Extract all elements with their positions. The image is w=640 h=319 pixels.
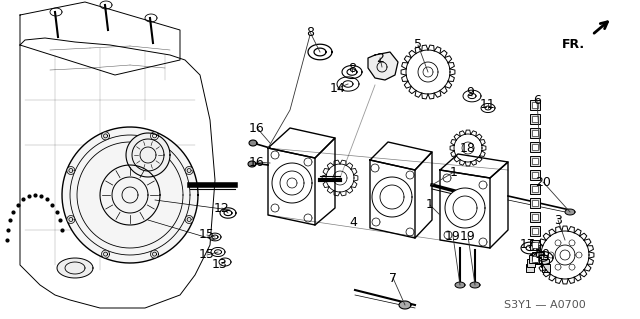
Text: 15: 15 [199, 249, 215, 262]
Polygon shape [211, 248, 225, 256]
Bar [530, 156, 540, 166]
Text: 3: 3 [554, 213, 562, 226]
Text: 17: 17 [520, 239, 536, 251]
Polygon shape [249, 140, 257, 146]
Polygon shape [565, 209, 575, 215]
Polygon shape [368, 52, 398, 80]
Text: 2: 2 [376, 51, 384, 64]
Polygon shape [248, 161, 256, 167]
Bar [530, 114, 540, 124]
Text: 20: 20 [535, 175, 551, 189]
Polygon shape [102, 250, 109, 258]
Text: 7: 7 [389, 271, 397, 285]
Polygon shape [308, 44, 332, 60]
Bar [532, 186, 538, 192]
Polygon shape [62, 127, 198, 263]
Polygon shape [399, 301, 411, 309]
Text: 16: 16 [249, 122, 265, 135]
Text: 1: 1 [450, 166, 458, 179]
Polygon shape [185, 167, 193, 174]
Text: 4: 4 [349, 216, 357, 228]
Text: 5: 5 [414, 39, 422, 51]
Polygon shape [126, 133, 170, 177]
Text: 19: 19 [460, 229, 476, 242]
Bar [539, 255, 547, 263]
Bar [526, 264, 534, 272]
Bar [530, 142, 540, 152]
Bar [530, 198, 540, 208]
Bar [532, 116, 538, 122]
Bar [530, 184, 540, 194]
Text: 16: 16 [249, 155, 265, 168]
Bar [529, 255, 537, 263]
Bar [532, 144, 538, 150]
Bar [532, 130, 538, 136]
Polygon shape [337, 77, 359, 91]
Bar [530, 128, 540, 138]
Bar [532, 242, 538, 248]
Text: 10: 10 [535, 249, 551, 262]
Bar [527, 259, 535, 267]
Polygon shape [67, 216, 75, 224]
Text: 1: 1 [426, 198, 434, 211]
Text: 18: 18 [460, 142, 476, 154]
Bar [530, 240, 540, 250]
Bar [536, 252, 544, 260]
Text: 19: 19 [445, 229, 461, 242]
Text: 15: 15 [199, 228, 215, 241]
Text: 8: 8 [348, 62, 356, 75]
Bar [532, 214, 538, 220]
Text: 13: 13 [212, 258, 228, 271]
Bar [532, 256, 538, 262]
Bar [532, 102, 538, 108]
Polygon shape [220, 208, 236, 218]
Bar [542, 264, 550, 272]
Polygon shape [209, 233, 221, 241]
Polygon shape [150, 250, 159, 258]
Polygon shape [272, 163, 312, 203]
Text: 9: 9 [466, 85, 474, 99]
Bar [532, 172, 538, 178]
Bar [532, 252, 540, 260]
Bar [541, 259, 549, 267]
Polygon shape [521, 242, 539, 254]
Polygon shape [455, 282, 465, 288]
Polygon shape [445, 188, 485, 228]
Bar [530, 100, 540, 110]
Polygon shape [67, 167, 75, 174]
Bar [532, 158, 538, 164]
Polygon shape [463, 90, 481, 102]
Bar [532, 228, 538, 234]
Text: 14: 14 [330, 81, 346, 94]
Text: 11: 11 [480, 98, 496, 110]
Polygon shape [470, 282, 480, 288]
Bar [532, 200, 538, 206]
Bar [530, 226, 540, 236]
Polygon shape [342, 65, 362, 78]
Polygon shape [102, 132, 109, 140]
Text: FR.: FR. [562, 38, 585, 51]
Polygon shape [481, 103, 495, 113]
Polygon shape [57, 258, 93, 278]
Polygon shape [372, 177, 412, 217]
Text: 12: 12 [214, 202, 230, 214]
Bar [530, 170, 540, 180]
Text: 8: 8 [306, 26, 314, 39]
Polygon shape [533, 251, 553, 264]
Text: S3Y1 — A0700: S3Y1 — A0700 [504, 300, 586, 310]
Text: 6: 6 [533, 93, 541, 107]
Polygon shape [185, 216, 193, 224]
Polygon shape [150, 132, 159, 140]
Bar [530, 212, 540, 222]
Bar [530, 254, 540, 264]
